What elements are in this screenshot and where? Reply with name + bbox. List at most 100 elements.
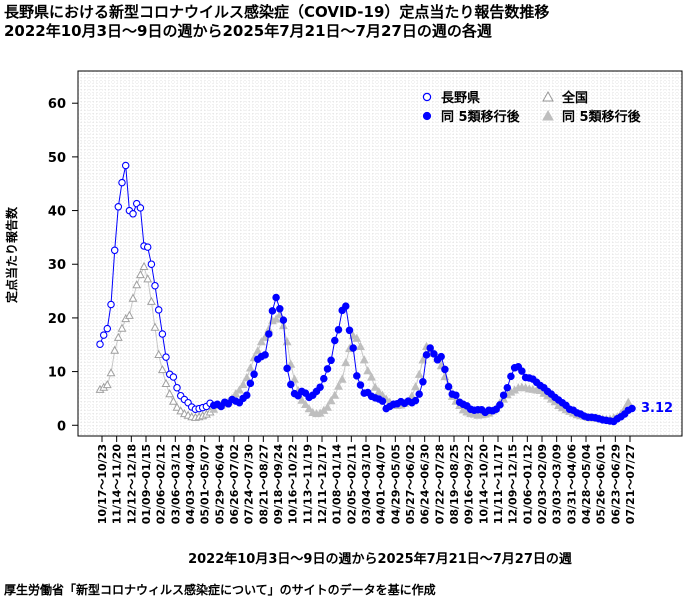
nagano-point [518,367,526,375]
nagano-point [151,281,159,290]
y-tick-label: 0 [57,419,66,434]
national-point [245,363,255,372]
nagano-point [507,372,515,381]
grid [78,71,682,436]
nagano-point [261,351,269,359]
nagano-point [114,203,123,211]
x-tick-label: 05/29～06/04 [213,444,226,525]
national-point [334,381,343,390]
x-tick-label: 11/11～11/17 [492,444,505,524]
y-tick-label: 60 [48,97,66,112]
nagano-point [147,260,156,268]
nagano-point [430,350,438,358]
nagano-point [422,351,431,359]
national-point [253,346,263,355]
y-tick-label: 40 [48,205,66,220]
national-point [102,379,112,389]
national-point [352,333,362,342]
national-point [326,396,336,405]
national-point [143,274,153,283]
nagano-point [276,305,284,313]
x-tick-label: 03/06～03/12 [169,444,182,524]
national-point [374,386,384,396]
nagano-point [349,344,357,352]
legend-marker-nagano [422,92,432,102]
national-point [363,366,373,375]
x-tick-label: 06/24～06/30 [419,444,432,525]
nagano-point [426,344,434,352]
national-point [110,345,120,354]
legend-label-nagano-post: 同 5類移行後 [441,109,521,125]
x-tick-label: 11/14～11/20 [111,444,124,525]
x-tick-label: 05/27～06/02 [404,444,417,524]
x-tick-label: 04/01～04/07 [375,444,388,524]
y-tick-label: 10 [48,366,66,381]
nagano-point [356,381,365,389]
y-tick-label: 50 [48,151,66,166]
national-point [271,314,281,323]
nagano-point [118,178,126,187]
legend-marker-national [542,90,554,102]
x-tick-label: 04/29～05/05 [389,444,402,524]
national-point [168,396,178,405]
x-tick-label: 12/12～12/18 [125,444,138,524]
nagano-point [283,364,291,373]
nagano-point [342,302,350,310]
x-tick-label: 07/24～07/30 [243,444,256,525]
nagano-point [499,391,508,399]
nagano-point [246,379,255,388]
x-tick-label: 08/21～08/27 [257,444,270,524]
national-point [330,390,340,399]
nagano-point [243,391,251,399]
national-point [238,379,248,389]
x-tick-label: 04/03～04/09 [184,444,197,524]
nagano-point [99,331,108,339]
national-point [290,374,299,383]
national-point [323,402,332,411]
plot-frame [77,70,683,437]
nagano-point [353,372,361,380]
national-point [132,280,142,289]
nagano-point [265,330,273,338]
nagano-point [316,383,324,391]
nagano-point [441,365,449,374]
x-tick-label: 10/16～10/22 [287,444,300,524]
x-tick-label: 01/09～01/15 [140,444,153,524]
national-point [407,391,417,400]
nagano-point [272,293,280,302]
national-point [128,293,138,302]
x-tick-label: 07/21～07/27 [624,444,637,524]
national-point [411,382,420,391]
x-tick-label: 03/03～03/09 [551,444,564,524]
national-point [157,364,167,374]
x-tick-label: 06/26～07/02 [228,444,241,524]
national-point [154,349,164,358]
national-point [172,402,182,411]
national-point [359,355,369,364]
nagano-point [96,340,104,348]
national-point [242,372,252,382]
national-point [418,355,428,364]
nagano-point [250,370,258,379]
nagano-point [628,404,636,413]
national-point [176,406,186,415]
nagano-point [327,356,335,365]
nagano-point [136,204,145,212]
x-tick-label: 03/31～04/06 [565,444,578,525]
national-point [234,385,244,394]
nagano-point [121,161,130,170]
nagano-point [437,352,445,361]
nagano-point [331,336,339,345]
y-tick-label: 30 [48,258,66,273]
source-note: 厚生労働省「新型コロナウィルス感染症について」のサイトのデータを基に作成 [4,583,436,597]
x-tick-label: 05/26～06/01 [595,444,608,524]
x-tick-label: 11/13～11/19 [301,444,314,524]
x-axis: 10/17～10/23 11/14～11/20 12/12～12/18 01/09～0… [96,436,637,524]
national-point [367,372,376,381]
national-point [304,404,314,413]
national-point [117,323,127,332]
legend-label-national-post: 同 5類移行後 [562,109,642,125]
national-point [301,399,310,408]
nagano-point [279,316,288,324]
